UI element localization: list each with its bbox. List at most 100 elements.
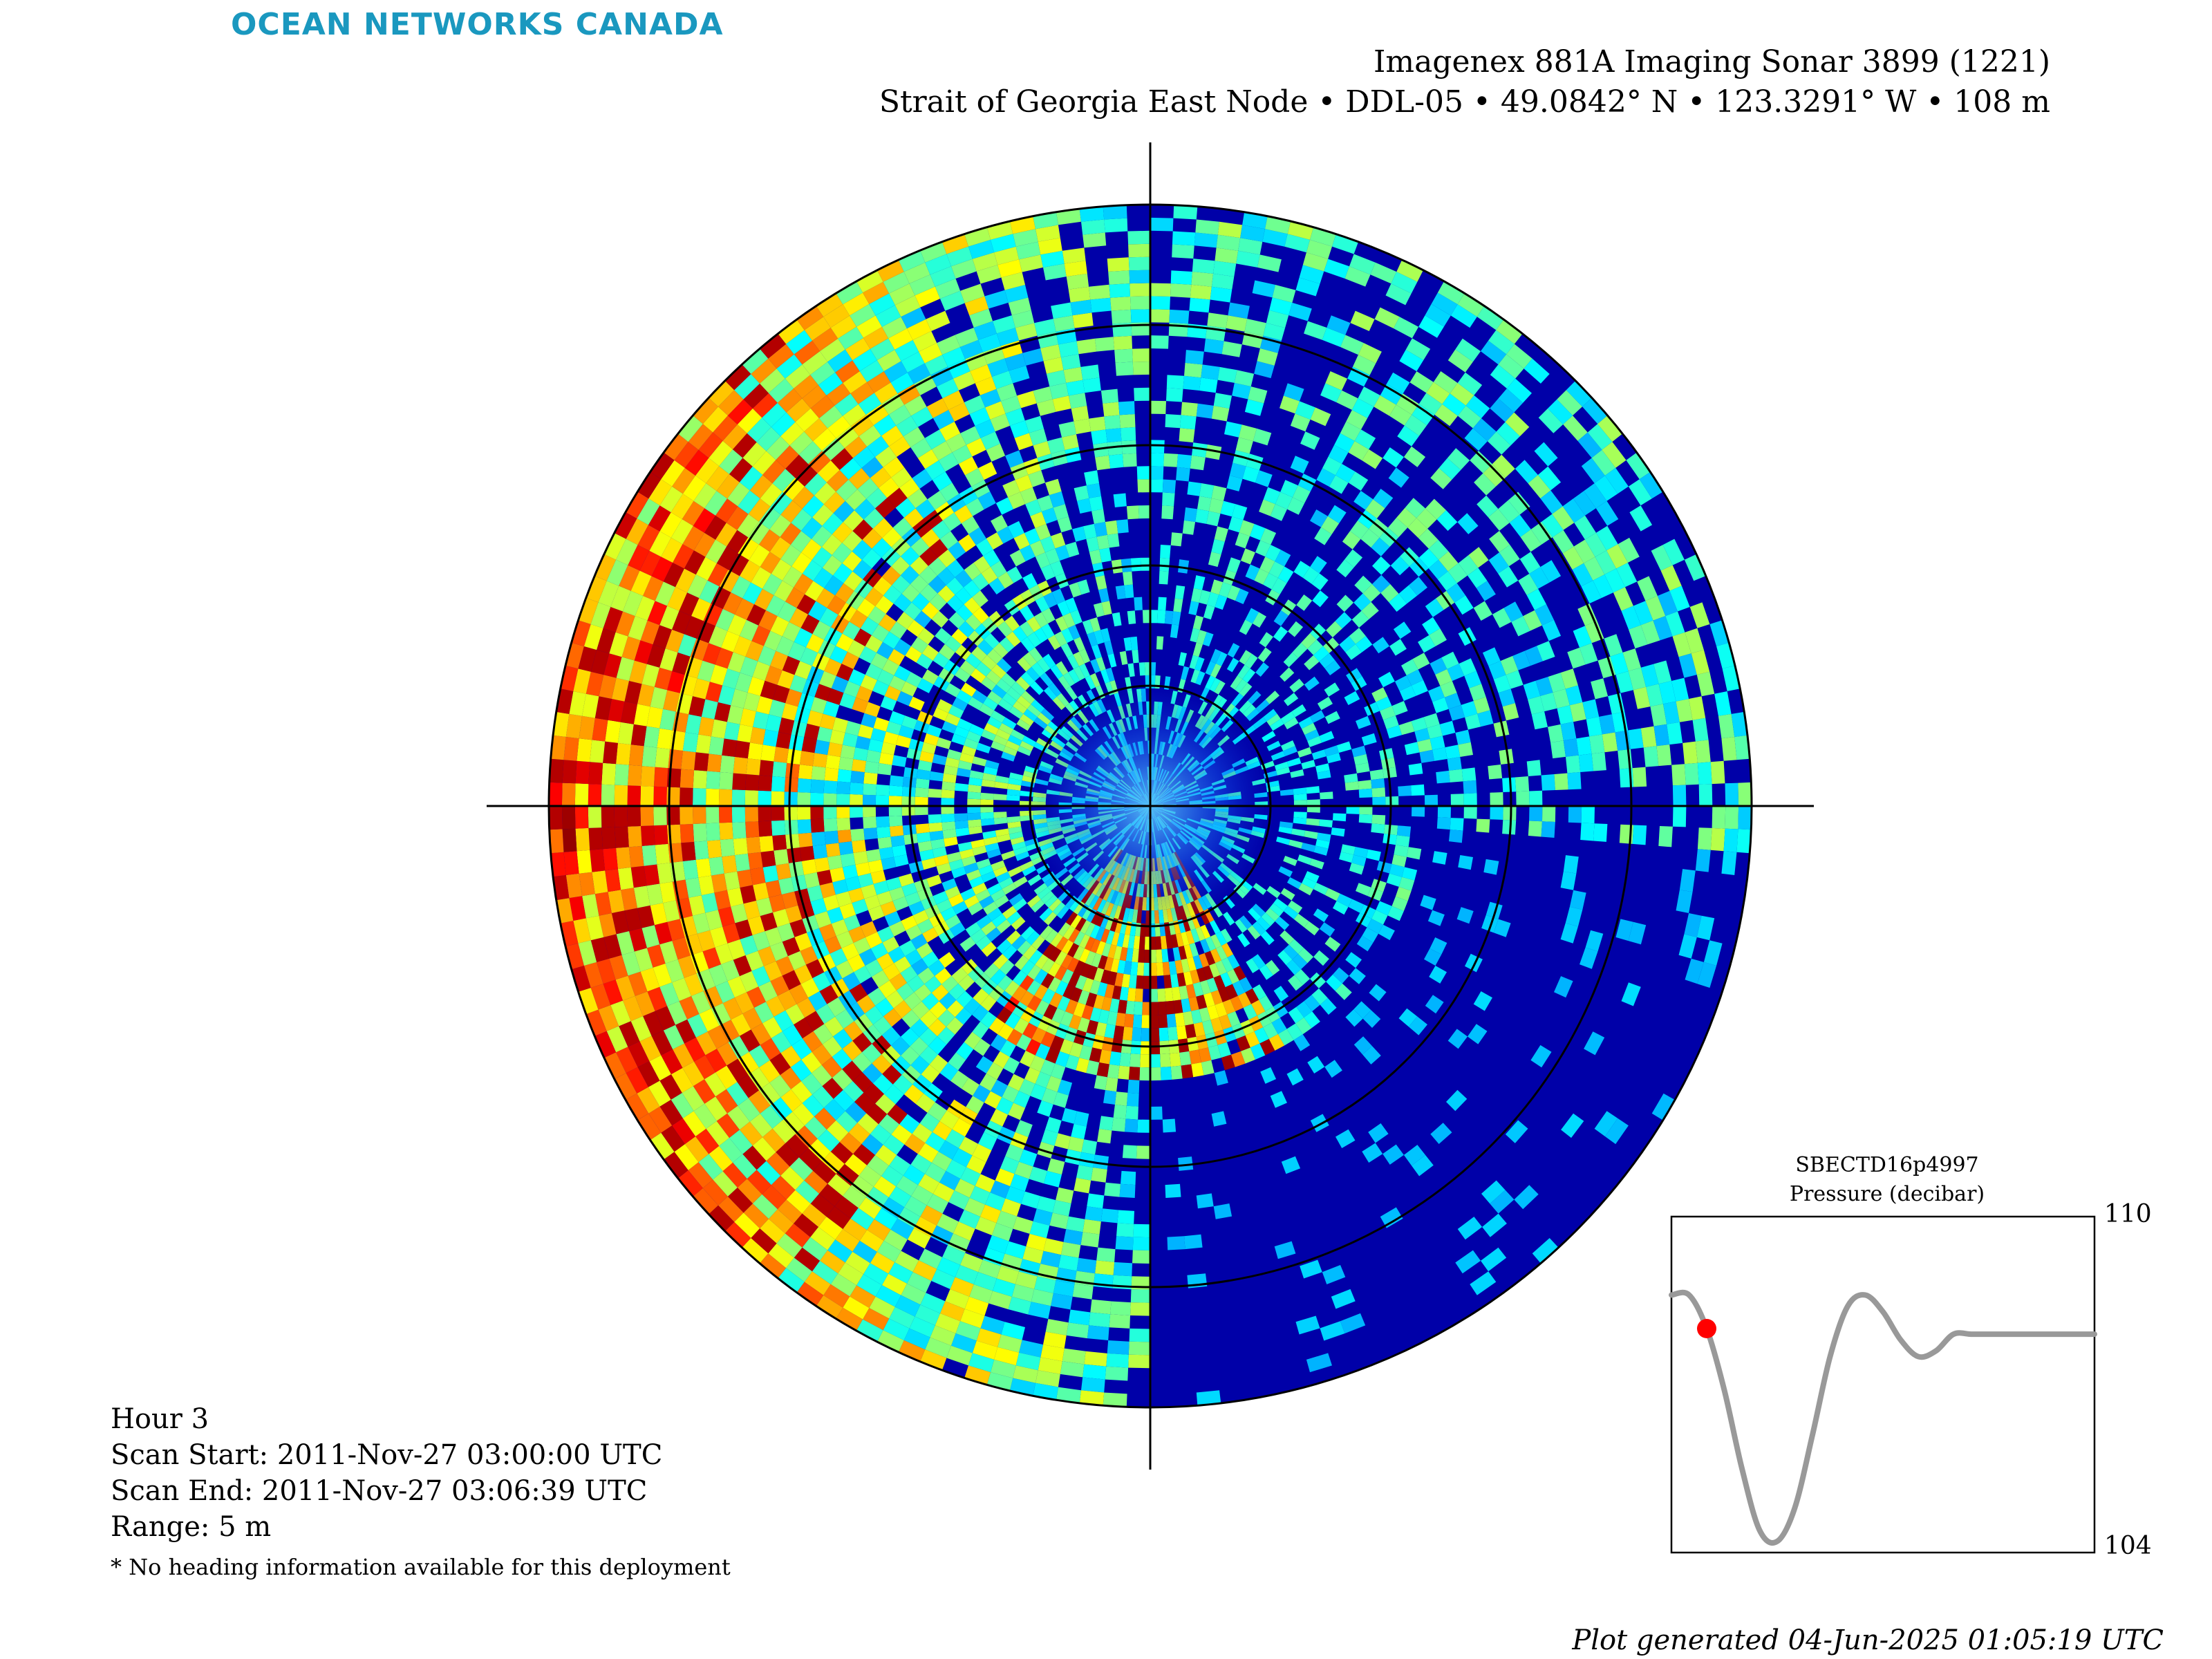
sonar-echo-cell (1214, 1029, 1227, 1045)
sonar-echo-cell (948, 705, 964, 719)
sonar-echo-cell (1022, 735, 1036, 747)
sonar-echo-cell (1349, 968, 1366, 984)
sonar-echo-cell (1358, 788, 1373, 798)
sonar-echo-cell (877, 836, 892, 850)
sonar-echo-cell (1209, 677, 1221, 692)
sonar-echo-cell (1051, 1008, 1065, 1024)
sonar-echo-cell (979, 895, 995, 909)
sonar-echo-cell (1252, 921, 1266, 935)
sonar-echo-cell (1384, 824, 1398, 836)
sonar-echo-cell (1160, 1067, 1172, 1080)
sonar-echo-cell (955, 782, 969, 792)
sonar-echo-cell (1031, 1027, 1047, 1044)
sonar-echo-cell (991, 860, 1006, 872)
sonar-echo-cell (908, 738, 924, 751)
sonar-echo-cell (959, 753, 975, 764)
sonar-echo-cell (1351, 610, 1369, 628)
sonar-echo-cell (919, 751, 935, 763)
sonar-echo-cell (1004, 615, 1020, 632)
sonar-echo-cell (1101, 942, 1112, 957)
sonar-echo-cell (892, 845, 907, 857)
sonar-echo-cell (1062, 612, 1076, 628)
sonar-echo-cell (1164, 610, 1174, 625)
sonar-echo-cell (1191, 1062, 1204, 1078)
sonar-echo-cell (1159, 557, 1170, 572)
sonar-echo-cell (1017, 657, 1031, 672)
sonar-echo-cell (1396, 825, 1412, 837)
sonar-echo-cell (1139, 1067, 1150, 1081)
sonar-echo-cell (957, 718, 973, 731)
sonar-echo-cell (1006, 930, 1021, 945)
sonar-echo-cell (928, 788, 942, 798)
sonar-echo-cell (883, 731, 899, 745)
sonar-echo-cell (968, 876, 984, 888)
sonar-echo-cell (1078, 990, 1090, 1005)
sonar-echo-cell (1074, 960, 1085, 975)
sonar-echo-cell (1331, 827, 1345, 837)
sonar-echo-cell (1109, 998, 1120, 1013)
sonar-echo-cell (1096, 941, 1106, 955)
sonar-echo-cell (1101, 996, 1112, 1011)
sonar-echo-cell (901, 883, 917, 897)
sonar-echo-cell (1278, 866, 1293, 877)
sonar-echo-cell (1288, 975, 1304, 991)
sonar-echo-cell (1085, 936, 1096, 951)
sonar-echo-cell (888, 796, 902, 806)
sonar-echo-cell (1004, 599, 1020, 616)
sonar-echo-cell (1260, 528, 1277, 545)
sonar-echo-cell (1335, 983, 1352, 1000)
sonar-echo-cell (1401, 659, 1418, 676)
sonar-echo-cell (1007, 866, 1022, 877)
sonar-echo-cell (873, 880, 890, 895)
sonar-echo-cell (1128, 1067, 1141, 1080)
sonar-echo-cell (998, 877, 1013, 890)
sonar-echo-cell (1408, 762, 1423, 776)
sonar-echo-cell (1379, 748, 1394, 760)
sonar-echo-cell (1227, 954, 1240, 969)
sonar-echo-cell (1172, 986, 1181, 1001)
sonar-echo-cell (1360, 904, 1376, 919)
sonar-echo-cell (936, 899, 953, 913)
sonar-echo-cell (1348, 899, 1365, 913)
sonar-echo-cell (1369, 769, 1385, 780)
sonar-echo-cell (889, 785, 903, 796)
sonar-echo-cell (1213, 975, 1226, 991)
sonar-echo-cell (993, 954, 1009, 970)
sonar-echo-cell (1179, 985, 1189, 1000)
sonar-echo-cell (996, 678, 1011, 693)
sonar-echo-cell (991, 913, 1007, 928)
sonar-echo-cell (994, 894, 1009, 908)
sonar-echo-cell (1304, 871, 1320, 883)
sonar-echo-cell (1033, 628, 1048, 644)
sonar-echo-cell (1157, 610, 1166, 624)
sonar-echo-cell (1067, 654, 1079, 669)
sonar-echo-cell (1286, 1023, 1303, 1040)
sonar-echo-cell (1089, 1047, 1102, 1062)
sonar-echo-cell (1252, 954, 1266, 969)
sonar-echo-cell (1355, 762, 1370, 774)
sonar-echo-cell (1141, 1028, 1150, 1042)
sonar-echo-cell (1007, 735, 1022, 746)
sonar-echo-cell (1304, 921, 1320, 936)
sonar-echo-cell (1060, 643, 1074, 658)
sonar-echo-cell (1273, 610, 1289, 626)
sonar-echo-cell (1181, 932, 1190, 946)
sonar-echo-cell (1414, 728, 1430, 742)
sonar-echo-cell (1157, 988, 1166, 1002)
sonar-echo-cell (982, 617, 997, 633)
sonar-echo-cell (1089, 550, 1102, 565)
sonar-echo-cell (970, 668, 986, 684)
sonar-echo-cell (1301, 760, 1316, 769)
sonar-echo-cell (938, 928, 955, 944)
sonar-echo-cell (972, 573, 989, 591)
sonar-echo-cell (962, 855, 977, 867)
sonar-echo-cell (896, 735, 912, 749)
sonar-echo-cell (1222, 999, 1235, 1015)
sonar-echo-cell (1008, 778, 1022, 786)
sonar-echo-cell (1009, 706, 1024, 719)
sonar-echo-cell (1085, 992, 1097, 1008)
sonar-echo-cell (1041, 958, 1055, 973)
sonar-echo-cell (917, 760, 932, 771)
sonar-echo-cell (1097, 982, 1108, 997)
sonar-echo-cell (1293, 794, 1307, 800)
